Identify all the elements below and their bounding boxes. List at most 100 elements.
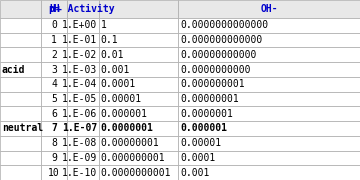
- Bar: [67, 165, 99, 180]
- Bar: [41, 136, 67, 150]
- Bar: [0, 165, 41, 180]
- Bar: [0, 77, 41, 92]
- Bar: [67, 62, 99, 77]
- Bar: [41, 62, 67, 77]
- Text: 1.E-05: 1.E-05: [62, 94, 97, 104]
- Bar: [41, 18, 67, 33]
- Text: 0.000001: 0.000001: [180, 123, 227, 133]
- Text: 0.00000001: 0.00000001: [180, 94, 239, 104]
- Bar: [41, 77, 67, 92]
- Bar: [99, 18, 178, 33]
- Text: 1.E-02: 1.E-02: [62, 50, 97, 60]
- Text: 3: 3: [51, 65, 57, 75]
- Text: 0.0000001: 0.0000001: [101, 123, 154, 133]
- Text: 0.001: 0.001: [101, 65, 130, 75]
- Bar: [99, 92, 178, 106]
- Bar: [67, 92, 99, 106]
- Bar: [178, 165, 360, 180]
- Text: 1.E-09: 1.E-09: [62, 153, 97, 163]
- Text: 0: 0: [51, 20, 57, 30]
- Text: 4: 4: [51, 79, 57, 89]
- Text: 0.0001: 0.0001: [180, 153, 215, 163]
- Text: 0.0001: 0.0001: [101, 79, 136, 89]
- Bar: [0, 106, 41, 121]
- Bar: [67, 77, 99, 92]
- Text: 1.E-10: 1.E-10: [62, 168, 97, 178]
- Text: 1.E-08: 1.E-08: [62, 138, 97, 148]
- Bar: [41, 106, 67, 121]
- Text: 0.00001: 0.00001: [180, 138, 221, 148]
- Bar: [99, 165, 178, 180]
- Bar: [178, 121, 360, 136]
- Bar: [99, 33, 178, 48]
- Bar: [178, 136, 360, 150]
- Text: 2: 2: [51, 50, 57, 60]
- Bar: [67, 48, 99, 62]
- Text: pH: pH: [48, 4, 60, 14]
- Bar: [41, 92, 67, 106]
- Bar: [99, 48, 178, 62]
- Bar: [178, 106, 360, 121]
- Bar: [67, 33, 99, 48]
- Bar: [41, 165, 67, 180]
- Text: 0.000000000000: 0.000000000000: [180, 35, 262, 45]
- Text: 1.E-04: 1.E-04: [62, 79, 97, 89]
- Text: neutral: neutral: [2, 123, 43, 133]
- Bar: [99, 136, 178, 150]
- Bar: [41, 48, 67, 62]
- Text: 0.0000000000: 0.0000000000: [180, 65, 251, 75]
- Bar: [178, 48, 360, 62]
- Bar: [178, 92, 360, 106]
- Text: 1.E-06: 1.E-06: [62, 109, 97, 119]
- Bar: [0, 150, 41, 165]
- Bar: [0, 92, 41, 106]
- Text: H+ Activity: H+ Activity: [50, 4, 115, 14]
- Bar: [99, 121, 178, 136]
- Text: 1.E+00: 1.E+00: [62, 20, 97, 30]
- Text: 0.001: 0.001: [180, 168, 210, 178]
- Bar: [67, 121, 99, 136]
- Text: 8: 8: [51, 138, 57, 148]
- Text: 1: 1: [51, 35, 57, 45]
- Text: 0.00000000000: 0.00000000000: [180, 50, 256, 60]
- Text: 0.0000000001: 0.0000000001: [101, 168, 171, 178]
- Bar: [178, 0, 360, 18]
- Bar: [99, 0, 178, 18]
- Bar: [178, 33, 360, 48]
- Text: 0.00001: 0.00001: [101, 94, 142, 104]
- Text: 7: 7: [51, 123, 57, 133]
- Bar: [41, 33, 67, 48]
- Bar: [178, 62, 360, 77]
- Text: 1: 1: [101, 20, 107, 30]
- Text: 0.000000001: 0.000000001: [180, 79, 245, 89]
- Bar: [0, 62, 41, 77]
- Bar: [178, 77, 360, 92]
- Bar: [67, 106, 99, 121]
- Text: 0.1: 0.1: [101, 35, 118, 45]
- Bar: [41, 121, 67, 136]
- Bar: [0, 18, 41, 33]
- Bar: [99, 62, 178, 77]
- Bar: [0, 121, 41, 136]
- Text: 0.000001: 0.000001: [101, 109, 148, 119]
- Text: 0.0000000000000: 0.0000000000000: [180, 20, 268, 30]
- Bar: [67, 136, 99, 150]
- Text: 0.0000001: 0.0000001: [180, 109, 233, 119]
- Text: OH-: OH-: [260, 4, 278, 14]
- Text: 1.E-01: 1.E-01: [62, 35, 97, 45]
- Text: 0.01: 0.01: [101, 50, 124, 60]
- Text: 10: 10: [48, 168, 60, 178]
- Bar: [99, 106, 178, 121]
- Bar: [67, 150, 99, 165]
- Text: 0.000000001: 0.000000001: [101, 153, 166, 163]
- Bar: [0, 136, 41, 150]
- Bar: [99, 77, 178, 92]
- Bar: [67, 0, 99, 18]
- Text: 0.00000001: 0.00000001: [101, 138, 159, 148]
- Bar: [0, 0, 41, 18]
- Bar: [178, 18, 360, 33]
- Bar: [41, 0, 67, 18]
- Text: 1.E-03: 1.E-03: [62, 65, 97, 75]
- Bar: [178, 150, 360, 165]
- Bar: [41, 150, 67, 165]
